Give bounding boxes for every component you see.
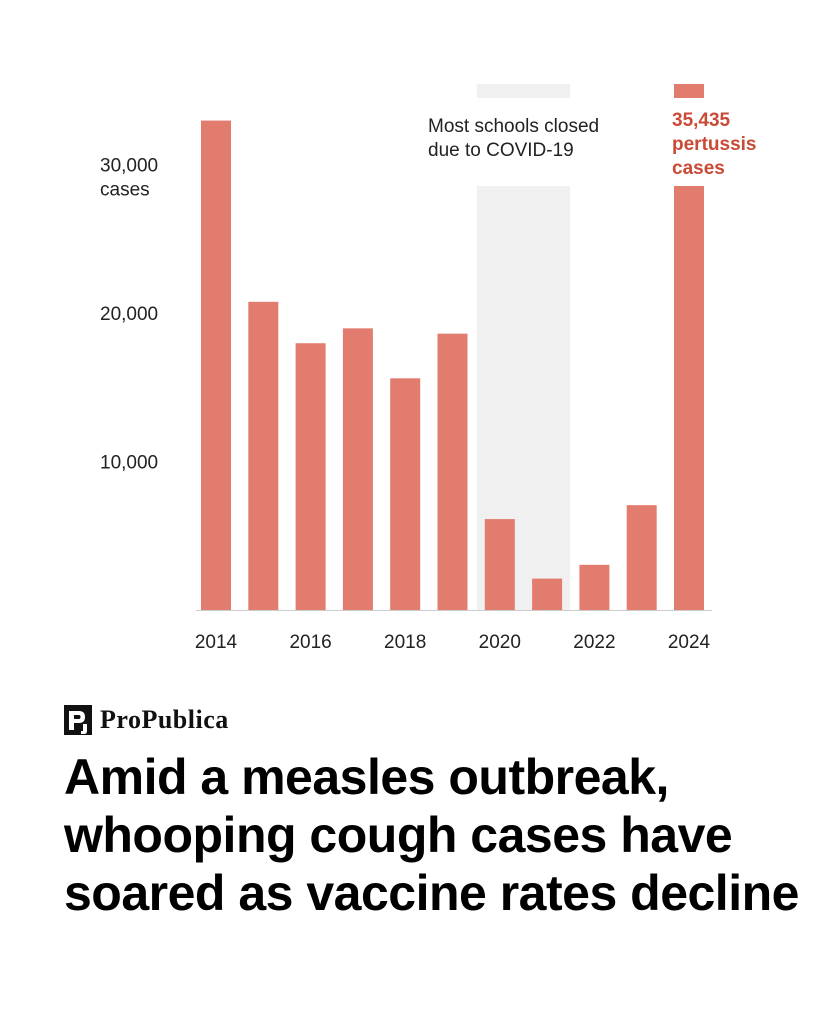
headline: Amid a measles outbreak, whooping cough … bbox=[64, 749, 799, 921]
covid-note-line: due to COVID-19 bbox=[428, 140, 574, 161]
propublica-logo-icon bbox=[64, 705, 92, 735]
bar-2020 bbox=[484, 519, 515, 610]
bar-2024-label-gap bbox=[673, 98, 705, 186]
brand-name: ProPublica bbox=[100, 705, 229, 734]
bar-2022 bbox=[579, 564, 610, 610]
pertussis-bar-chart: 10,000 20,000 30,000 cases 2014 2016 2018 2020… bbox=[100, 84, 756, 653]
shade-band-top bbox=[476, 84, 571, 98]
bar-2021 bbox=[532, 578, 563, 610]
bar-2023 bbox=[626, 505, 657, 610]
covid-note-line: Most schools closed bbox=[428, 116, 599, 137]
x-tick-label: 2014 bbox=[195, 632, 238, 653]
x-tick-label: 2016 bbox=[289, 632, 331, 653]
y-axis-labels: 10,000 20,000 30,000 cases bbox=[100, 156, 158, 474]
y-tick-label: 30,000 bbox=[100, 156, 158, 177]
bar-2014 bbox=[201, 120, 231, 611]
callout-line: 35,435 bbox=[672, 110, 731, 131]
callout-2024: 35,435 pertussis cases bbox=[672, 110, 756, 179]
y-unit-label: cases bbox=[100, 180, 150, 201]
covid-note: Most schools closed due to COVID-19 bbox=[428, 116, 599, 161]
bar-2015 bbox=[248, 301, 279, 610]
callout-line: pertussis bbox=[672, 134, 756, 155]
bar-2017 bbox=[342, 328, 373, 610]
x-tick-label: 2018 bbox=[384, 632, 426, 653]
bar-2016 bbox=[295, 343, 326, 610]
bar-2019 bbox=[437, 333, 468, 610]
y-tick-label: 20,000 bbox=[100, 304, 158, 325]
x-tick-label: 2022 bbox=[573, 632, 615, 653]
y-tick-label: 10,000 bbox=[100, 453, 158, 474]
x-axis-labels: 2014 2016 2018 2020 2022 2024 bbox=[195, 632, 711, 653]
x-tick-label: 2024 bbox=[668, 632, 711, 653]
brand: ProPublica bbox=[64, 704, 229, 736]
callout-line: cases bbox=[672, 158, 725, 179]
bars bbox=[201, 84, 705, 611]
x-tick-label: 2020 bbox=[479, 632, 521, 653]
bar-2018 bbox=[390, 378, 421, 610]
